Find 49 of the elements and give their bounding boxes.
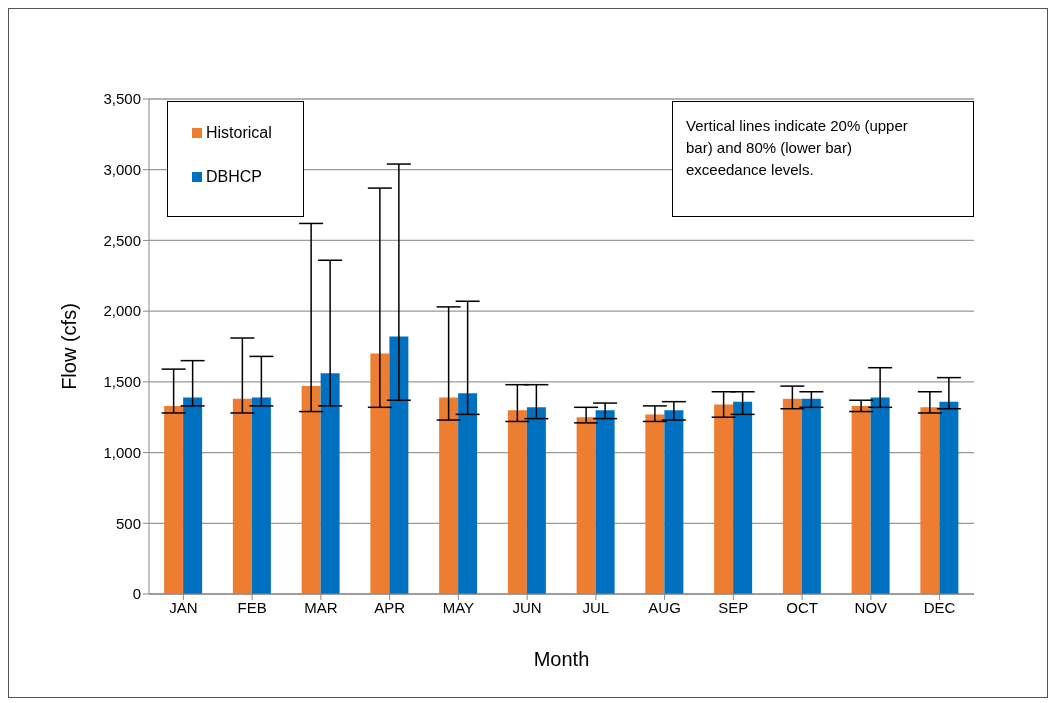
- x-tick-label: MAR: [304, 598, 338, 616]
- y-tick-label: 0: [132, 585, 141, 603]
- bar: [595, 410, 615, 594]
- bar: [939, 401, 959, 594]
- bar: [801, 398, 821, 594]
- bar: [870, 397, 890, 594]
- bar: [389, 336, 409, 594]
- bar: [320, 373, 340, 594]
- bar: [458, 393, 478, 594]
- y-tick-label: 500: [115, 514, 141, 532]
- y-tick-label: 3,000: [103, 161, 141, 179]
- bar: [183, 397, 203, 594]
- x-tick-label: DEC: [923, 598, 956, 616]
- bar: [301, 386, 321, 594]
- x-tick-label: FEB: [237, 598, 267, 616]
- y-tick-label: 2,500: [103, 231, 141, 249]
- bar: [251, 397, 271, 594]
- bar: [507, 410, 527, 594]
- x-tick-label: JUL: [582, 598, 610, 616]
- x-tick-label: APR: [374, 598, 406, 616]
- y-tick-label: 1,000: [103, 443, 141, 461]
- bar: [920, 407, 940, 594]
- x-tick-label: JAN: [169, 598, 198, 616]
- x-tick-label: MAY: [442, 598, 475, 616]
- x-axis-title: Month: [533, 648, 590, 670]
- legend-label: DBHCP: [206, 168, 263, 186]
- y-axis-title: Flow (cfs): [58, 303, 81, 390]
- bar: [664, 410, 684, 594]
- bar: [576, 417, 596, 594]
- y-tick-label: 1,500: [103, 373, 141, 391]
- x-tick-label: NOV: [854, 598, 888, 616]
- y-tick-label: 3,500: [103, 90, 141, 108]
- annotation: Vertical lines indicate 20% (upper bar) and 80% (lower bar) exceedance levels.: [686, 116, 909, 180]
- bar: [714, 404, 734, 594]
- x-tick-label: SEP: [718, 598, 749, 616]
- bar: [733, 401, 753, 594]
- x-tick-label: AUG: [648, 598, 681, 616]
- bar: [370, 353, 390, 594]
- bar: [232, 398, 252, 594]
- bar: [851, 405, 871, 594]
- legend-label: Historical: [206, 124, 272, 142]
- x-tick-label: JUN: [512, 598, 542, 616]
- bar: [526, 407, 546, 594]
- x-tick-label: OCT: [786, 598, 818, 616]
- bar: [439, 397, 459, 594]
- y-tick-label: 2,000: [103, 302, 141, 320]
- bar: [645, 414, 665, 594]
- bar: [782, 398, 802, 594]
- bar: [164, 405, 184, 594]
